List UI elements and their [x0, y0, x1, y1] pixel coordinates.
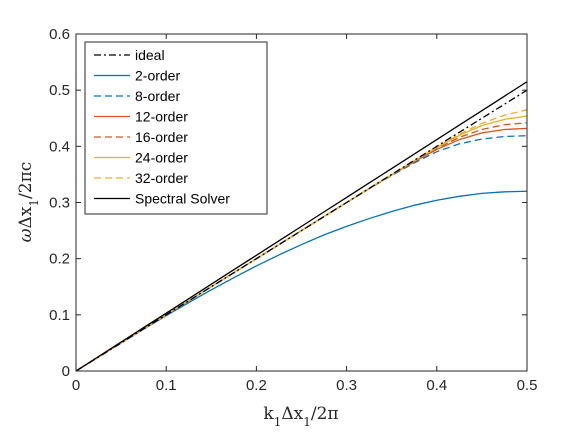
y-axis-label-tail: /2πc — [16, 162, 36, 199]
legend-label-24-order: 24-order — [135, 150, 188, 166]
legend-label-2-order: 2-order — [135, 68, 180, 84]
x-axis-label-dx: Δx — [281, 404, 303, 424]
x-axis-label-tail: /2π — [311, 404, 339, 424]
y-tick-label: 0.1 — [49, 307, 70, 324]
y-axis-label: ωΔx1/2πc — [16, 162, 41, 243]
x-axis-label-sub2: 1 — [303, 415, 311, 429]
series-line-spectral-solver — [75, 81, 528, 372]
legend-label-16-order: 16-order — [135, 129, 188, 145]
legend-box — [84, 41, 268, 215]
legend-label-32-order: 32-order — [135, 170, 188, 186]
ticks-layer: 0 0.1 0.2 0.3 0.4 0.5 0 0.1 0.2 0.3 0.4 0.5 0.6 — [49, 26, 537, 394]
x-axis-label-sub1: 1 — [274, 415, 282, 429]
y-axis-label-sub: 1 — [27, 199, 41, 207]
y-tick-label: 0.4 — [49, 138, 70, 155]
series-layer — [75, 81, 528, 372]
x-axis-label: k1Δx1/2π — [263, 404, 338, 429]
x-tick-label: 0.4 — [426, 377, 447, 394]
legend: ideal 2-order 8-order 12-order 16-order 24-or… — [84, 41, 268, 215]
y-tick-label: 0.6 — [49, 26, 70, 43]
x-tick-label: 0.3 — [336, 377, 357, 394]
y-axis-label-omega: ω — [16, 228, 36, 242]
y-tick-label: 0.5 — [49, 82, 70, 99]
x-axis-label-k: k — [263, 404, 274, 424]
legend-label-spectral-solver: Spectral Solver — [135, 191, 230, 207]
legend-label-8-order: 8-order — [135, 88, 180, 104]
x-tick-label: 0.2 — [246, 377, 267, 394]
y-axis-label-dx: Δx — [16, 206, 36, 228]
legend-label-ideal: ideal — [135, 47, 165, 63]
x-tick-label: 0 — [72, 377, 80, 394]
legend-label-12-order: 12-order — [135, 109, 188, 125]
y-tick-label: 0.2 — [49, 251, 70, 268]
x-tick-label: 0.1 — [156, 377, 177, 394]
y-tick-label: 0 — [62, 363, 70, 380]
series-line-ideal — [75, 89, 528, 372]
x-tick-label: 0.5 — [517, 377, 538, 394]
y-tick-label: 0.3 — [49, 195, 70, 212]
